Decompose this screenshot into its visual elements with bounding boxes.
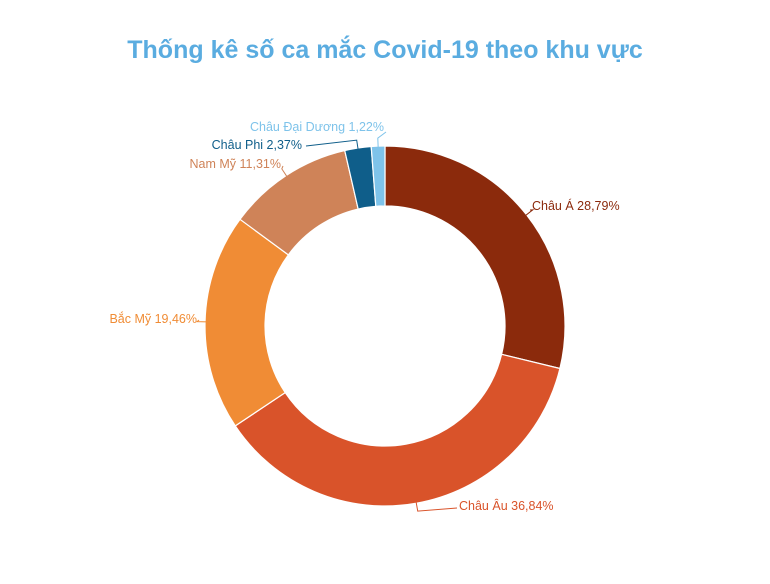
- leader-line-bac-my: [195, 319, 208, 323]
- leader-line-chau-a: [524, 209, 535, 217]
- donut-slices: [204, 145, 566, 507]
- slice-label-nam-my: Nam Mỹ 11,31%: [190, 157, 281, 171]
- slice-chau-a[interactable]: [384, 145, 566, 370]
- leader-line-chau-phi: [305, 139, 359, 151]
- slice-label-chau-au: Châu Âu 36,84%: [459, 498, 554, 513]
- slice-label-chau-phi: Châu Phi 2,37%: [212, 138, 302, 152]
- leader-line-chau-dai-duong: [377, 131, 387, 149]
- slice-label-bac-my: Bắc Mỹ 19,46%: [109, 311, 197, 326]
- slice-chau-dai-duong[interactable]: [370, 145, 386, 207]
- slice-labels: Châu Á 28,79% Châu Âu 36,84% Bắc Mỹ 19,46%…: [109, 120, 619, 513]
- leader-line-nam-my: [281, 165, 288, 178]
- leader-line-chau-au: [415, 501, 458, 512]
- slice-bac-my[interactable]: [204, 218, 290, 427]
- label-leader-lines: [195, 131, 535, 512]
- slice-label-chau-a: Châu Á 28,79%: [532, 198, 620, 213]
- chart-title: Thống kê số ca mắc Covid-19 theo khu vực: [127, 36, 643, 64]
- slice-chau-au[interactable]: [234, 353, 561, 507]
- slice-label-chau-dai-duong: Châu Đại Dương 1,22%: [250, 120, 384, 134]
